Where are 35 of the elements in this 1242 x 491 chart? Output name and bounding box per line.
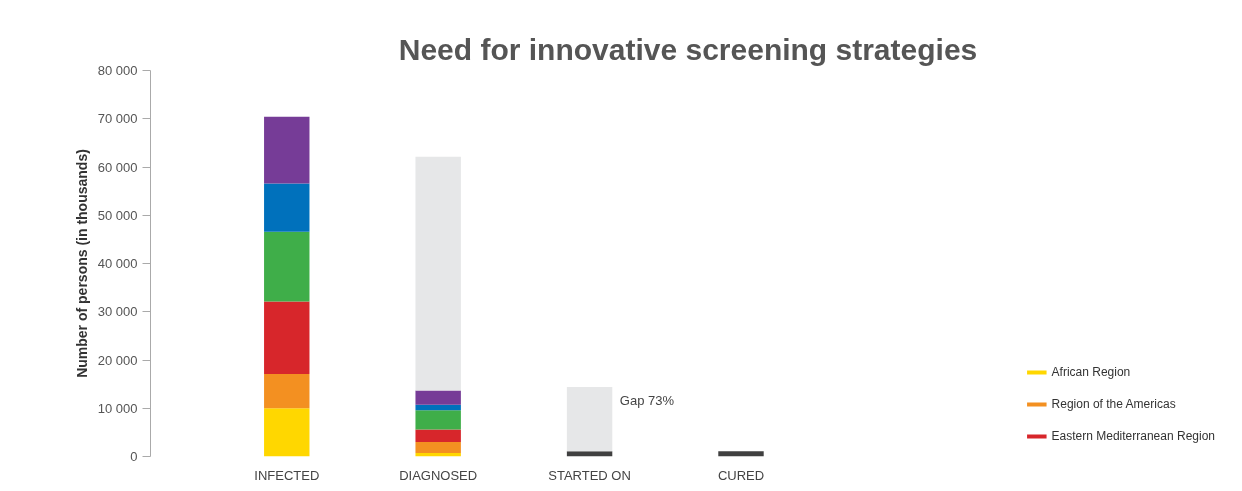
bar	[415, 442, 461, 454]
bar	[264, 116, 310, 184]
y-tick-label: 20 000	[97, 352, 138, 368]
bar	[415, 429, 461, 443]
y-tick-label: 70 000	[97, 111, 138, 127]
bar	[415, 390, 461, 405]
chart-title: Need for innovative screening strategies	[398, 32, 978, 66]
x-tick-label: INFECTED	[254, 467, 320, 483]
y-axis-title: Number of persons (in thousands)	[73, 149, 90, 378]
annotation: Gap 73%	[619, 393, 675, 409]
x-tick-label: CURED	[717, 467, 765, 483]
bar	[718, 451, 764, 457]
legend-label: African Region	[1051, 365, 1131, 379]
bar	[264, 373, 310, 409]
bar	[264, 231, 310, 302]
legend-label: Region of the Americas	[1051, 397, 1176, 411]
bar	[264, 301, 310, 374]
bar	[566, 387, 613, 452]
y-tick-label: 10 000	[97, 400, 138, 416]
y-tick-label: 60 000	[97, 159, 138, 175]
bar	[415, 404, 461, 411]
bar	[566, 451, 613, 457]
y-tick-label: 30 000	[97, 304, 138, 320]
y-tick-label: 50 000	[97, 207, 138, 223]
bar	[415, 156, 461, 391]
bar	[415, 410, 461, 430]
x-tick-label: STARTED ON	[548, 467, 631, 483]
y-tick-label: 40 000	[97, 256, 138, 271]
legend-label: Eastern Mediterranean Region	[1051, 429, 1215, 443]
x-tick-label: DIAGNOSED	[399, 467, 478, 483]
y-tick-label: 0	[130, 449, 138, 464]
bar	[415, 453, 461, 457]
bar	[264, 408, 310, 457]
bar	[264, 183, 310, 232]
y-tick-label: 80 000	[97, 63, 138, 78]
